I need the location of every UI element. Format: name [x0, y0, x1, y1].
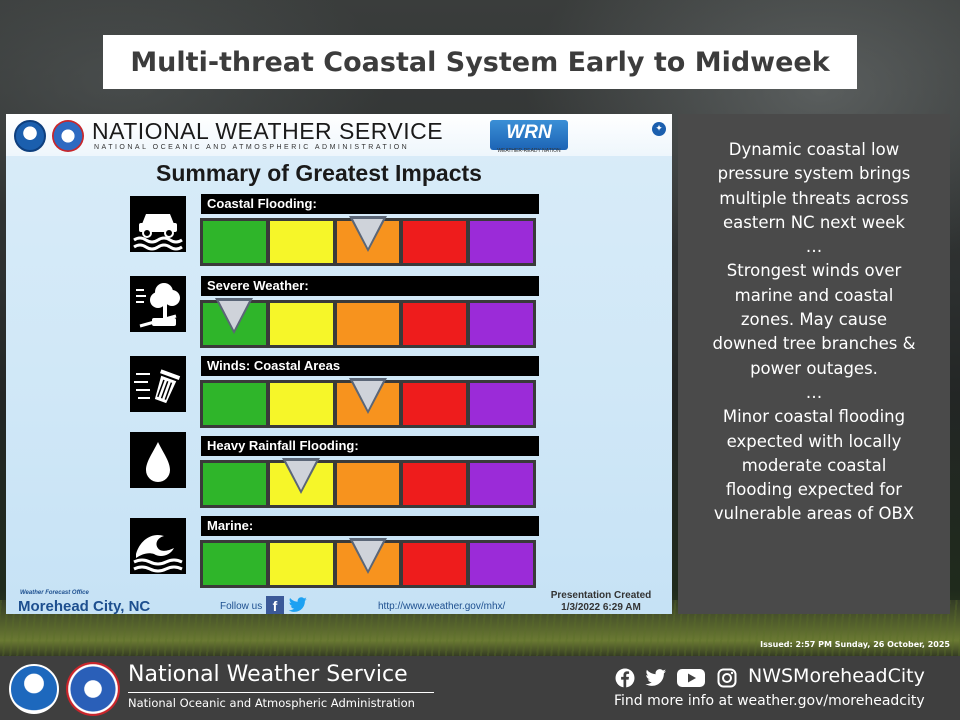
wrn-logo-icon: WRN: [490, 120, 568, 150]
level-pointer-heavy-rainfall: [282, 458, 321, 494]
youtube-icon[interactable]: [677, 668, 705, 688]
facebook-icon[interactable]: f: [266, 596, 284, 614]
level-swatch: [403, 463, 467, 505]
doc-seal-icon: ✦: [652, 122, 666, 136]
social-handle[interactable]: NWSMoreheadCity: [748, 665, 925, 687]
level-swatch: [336, 303, 400, 345]
panel-line: expected with locally: [726, 431, 902, 451]
more-info-link[interactable]: Find more info at weather.gov/moreheadci…: [614, 693, 925, 709]
car-flood-icon: [130, 196, 186, 252]
panel-line: downed tree branches &: [712, 334, 916, 354]
level-swatch: [203, 221, 266, 263]
noaa-logo-icon: [9, 664, 59, 714]
panel-line: power outages.: [750, 358, 878, 378]
level-swatch: [203, 383, 266, 425]
wave-icon: [130, 518, 186, 574]
impact-scale-coastal-flooding: [200, 218, 536, 266]
created-label: Presentation Created: [550, 590, 652, 601]
side-text-panel: Dynamic coastal low pressure system brin…: [678, 114, 950, 614]
impact-label-marine: Marine:: [201, 516, 539, 536]
level-swatch: [470, 463, 533, 505]
impact-label-heavy-rainfall: Heavy Rainfall Flooding:: [201, 436, 539, 456]
issued-timestamp: Issued: 2:57 PM Sunday, 26 October, 2025: [760, 640, 950, 649]
level-pointer-marine: [349, 538, 387, 574]
nws-header: NATIONAL WEATHER SERVICE NATIONAL OCEANI…: [6, 114, 672, 156]
panel-line: Minor coastal flooding: [722, 407, 906, 427]
level-swatch: [403, 221, 467, 263]
level-swatch: [403, 303, 467, 345]
storm-tree-icon: [130, 276, 186, 332]
panel-line: …: [805, 382, 823, 402]
created-date: 1/3/2022 6:29 AM: [561, 602, 641, 613]
level-swatch: [269, 543, 333, 585]
level-swatch: [203, 543, 266, 585]
level-pointer-severe-weather: [215, 298, 254, 334]
panel-line: pressure system brings: [717, 164, 911, 184]
level-swatch: [403, 543, 467, 585]
level-swatch: [203, 463, 266, 505]
panel-line: moderate coastal: [741, 455, 887, 475]
banner-title: National Weather Service: [128, 662, 408, 687]
wind-trashcan-icon: [130, 356, 186, 412]
level-swatch: [470, 383, 533, 425]
level-swatch: [470, 303, 533, 345]
follow-us-label: Follow us: [220, 601, 263, 612]
impact-scale-heavy-rainfall: [200, 460, 536, 508]
summary-title: Summary of Greatest Impacts: [156, 160, 482, 186]
wfo-small-label: Weather Forecast Office: [20, 590, 89, 596]
level-swatch: [403, 383, 467, 425]
impact-graphic: NATIONAL WEATHER SERVICE NATIONAL OCEANI…: [6, 114, 672, 614]
impact-scale-severe-weather: [200, 300, 536, 348]
panel-line: marine and coastal: [734, 285, 894, 305]
slide-title: Multi-threat Coastal System Early to Mid…: [130, 46, 830, 78]
nws-logo-icon: [52, 120, 84, 152]
level-swatch: [470, 221, 533, 263]
wrn-subtitle: WEATHER-READY NATION: [497, 148, 561, 154]
level-pointer-coastal-flooding: [349, 216, 387, 252]
panel-line: vulnerable areas of OBX: [713, 504, 915, 524]
facebook-icon[interactable]: [614, 668, 636, 688]
banner-subtitle: National Oceanic and Atmospheric Adminis…: [128, 696, 415, 710]
agency-name: NATIONAL WEATHER SERVICE: [92, 118, 444, 144]
wfo-name: Morehead City, NC: [18, 598, 151, 614]
banner-divider: [128, 692, 434, 693]
twitter-icon[interactable]: [288, 597, 308, 613]
instagram-icon[interactable]: [716, 668, 738, 688]
level-swatch: [269, 383, 333, 425]
raindrop-icon: [130, 432, 186, 488]
panel-line: flooding expected for: [725, 480, 903, 500]
noaa-logo-icon: [14, 120, 46, 152]
panel-line: zones. May cause: [740, 310, 888, 330]
level-swatch: [336, 463, 400, 505]
panel-line: Dynamic coastal low: [728, 140, 900, 159]
office-url-link[interactable]: http://www.weather.gov/mhx/: [378, 601, 506, 612]
agency-subtitle: NATIONAL OCEANIC AND ATMOSPHERIC ADMINIS…: [94, 144, 410, 151]
level-pointer-winds: [349, 378, 387, 414]
level-swatch: [269, 303, 333, 345]
panel-line: eastern NC next week: [723, 212, 905, 232]
bottom-banner: [0, 656, 960, 720]
level-swatch: [470, 543, 533, 585]
impact-label-coastal-flooding: Coastal Flooding:: [201, 194, 539, 214]
impact-label-severe-weather: Severe Weather:: [201, 276, 539, 296]
level-swatch: [269, 221, 333, 263]
presentation-created: Presentation Created 1/3/2022 6:29 AM: [542, 590, 660, 614]
panel-line: …: [805, 237, 823, 257]
twitter-icon[interactable]: [645, 668, 667, 688]
nws-logo-icon: [66, 662, 120, 716]
panel-line: multiple threats across: [719, 188, 909, 208]
impact-label-winds: Winds: Coastal Areas: [201, 356, 539, 376]
slide-title-box: Multi-threat Coastal System Early to Mid…: [103, 35, 857, 89]
panel-line: Strongest winds over: [726, 261, 902, 281]
